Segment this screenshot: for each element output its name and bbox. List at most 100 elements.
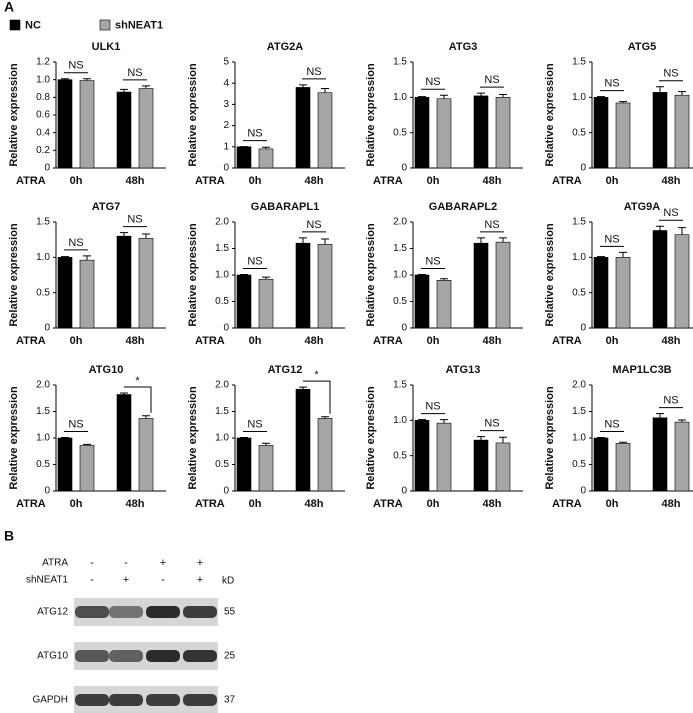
y-tick-label: 1.5 bbox=[393, 380, 407, 391]
error-bar bbox=[619, 441, 627, 444]
error-bar bbox=[83, 78, 91, 81]
annotation: NS bbox=[68, 237, 83, 249]
x-tick-label: 0h bbox=[606, 175, 619, 187]
error-bar bbox=[597, 256, 605, 258]
x-tick-label: 48h bbox=[126, 498, 145, 510]
y-axis-label: Relative expression bbox=[365, 63, 377, 167]
y-tick-label: 1 bbox=[223, 141, 229, 152]
y-tick-label: 0 bbox=[401, 486, 407, 497]
x-tick-label: 0h bbox=[249, 175, 262, 187]
x-axis-label: ATRA bbox=[552, 175, 582, 187]
error-bar bbox=[142, 233, 150, 239]
x-axis-label: ATRA bbox=[195, 175, 225, 187]
annotation: NS bbox=[127, 67, 142, 79]
y-tick-label: 2.0 bbox=[572, 380, 586, 391]
bar bbox=[236, 437, 252, 492]
error-bar bbox=[597, 436, 605, 438]
error-bar bbox=[83, 255, 91, 261]
y-tick-label: 1.0 bbox=[393, 270, 407, 281]
y-tick-label: 0 bbox=[223, 486, 229, 497]
x-tick-label: 48h bbox=[662, 498, 681, 510]
condition-mark: - bbox=[124, 557, 128, 569]
bar bbox=[674, 421, 690, 492]
legend-swatch bbox=[99, 19, 111, 31]
x-tick-label: 48h bbox=[305, 498, 324, 510]
bar bbox=[116, 91, 132, 169]
y-tick-label: 0.2 bbox=[36, 145, 50, 156]
bar bbox=[473, 95, 489, 169]
y-tick-label: 0.8 bbox=[36, 92, 50, 103]
error-bar bbox=[477, 92, 485, 96]
error-bar bbox=[142, 415, 150, 419]
error-bar bbox=[499, 94, 507, 98]
molecular-weight: 55 bbox=[224, 607, 236, 618]
bar bbox=[138, 237, 154, 329]
y-tick-label: 0.5 bbox=[393, 450, 407, 461]
condition-label: shNEAT1 bbox=[26, 575, 68, 586]
annotation-bracket bbox=[303, 380, 331, 414]
x-tick-label: 0h bbox=[427, 498, 440, 510]
annotation: * bbox=[135, 375, 140, 387]
condition-mark: - bbox=[90, 557, 94, 569]
annotation: NS bbox=[663, 207, 678, 219]
bar bbox=[414, 274, 430, 329]
y-tick-label: 1.0 bbox=[215, 270, 229, 281]
annotation: NS bbox=[663, 395, 678, 407]
error-bar bbox=[678, 91, 686, 96]
y-tick-label: 1.5 bbox=[215, 406, 229, 417]
condition-mark: + bbox=[197, 557, 203, 569]
x-tick-label: 48h bbox=[126, 335, 145, 347]
error-bar bbox=[83, 443, 91, 446]
unit-label: kD bbox=[222, 576, 234, 587]
bar bbox=[593, 437, 609, 492]
y-axis-label: Relative expression bbox=[187, 223, 199, 327]
bar bbox=[258, 445, 274, 492]
y-tick-label: 0 bbox=[44, 486, 50, 497]
error-bar bbox=[120, 392, 128, 395]
annotation-bracket bbox=[124, 386, 152, 413]
y-axis-label: Relative expression bbox=[187, 386, 199, 490]
bar bbox=[258, 278, 274, 329]
chart-title: MAP1LC3B bbox=[612, 364, 671, 376]
y-tick-label: 1.0 bbox=[36, 433, 50, 444]
y-tick-label: 5 bbox=[223, 57, 229, 68]
y-tick-label: 0 bbox=[44, 323, 50, 334]
y-tick-label: 1.0 bbox=[572, 252, 586, 263]
x-tick-label: 0h bbox=[427, 335, 440, 347]
y-tick-label: 3 bbox=[223, 99, 229, 110]
error-bar bbox=[262, 442, 270, 446]
y-tick-label: 1.0 bbox=[215, 433, 229, 444]
y-tick-label: 1.0 bbox=[36, 74, 50, 85]
band bbox=[75, 606, 109, 618]
y-axis-label: Relative expression bbox=[8, 386, 20, 490]
bar bbox=[652, 230, 668, 329]
bar bbox=[57, 79, 73, 169]
y-tick-label: 0.6 bbox=[36, 110, 50, 121]
bar bbox=[615, 257, 631, 329]
bar bbox=[473, 439, 489, 492]
chart-title: ATG2A bbox=[267, 41, 304, 53]
bar bbox=[652, 92, 668, 169]
x-axis-label: ATRA bbox=[552, 335, 582, 347]
y-tick-label: 1.0 bbox=[393, 92, 407, 103]
bar bbox=[116, 394, 132, 492]
y-tick-label: 0 bbox=[401, 163, 407, 174]
error-bar bbox=[142, 85, 150, 89]
annotation: NS bbox=[604, 233, 619, 245]
bar bbox=[57, 257, 73, 329]
y-tick-label: 0 bbox=[580, 323, 586, 334]
bar bbox=[295, 388, 311, 492]
error-bar bbox=[240, 273, 248, 275]
annotation: NS bbox=[247, 418, 262, 430]
bar bbox=[138, 418, 154, 492]
bar bbox=[495, 241, 511, 329]
bar bbox=[414, 420, 430, 492]
bar bbox=[138, 88, 154, 169]
bar bbox=[436, 279, 452, 329]
error-bar bbox=[321, 238, 329, 245]
chart-title: ATG3 bbox=[449, 41, 478, 53]
y-tick-label: 1.5 bbox=[215, 243, 229, 254]
band bbox=[183, 694, 217, 706]
bar bbox=[295, 87, 311, 169]
blot-row-label: ATG10 bbox=[37, 651, 68, 662]
